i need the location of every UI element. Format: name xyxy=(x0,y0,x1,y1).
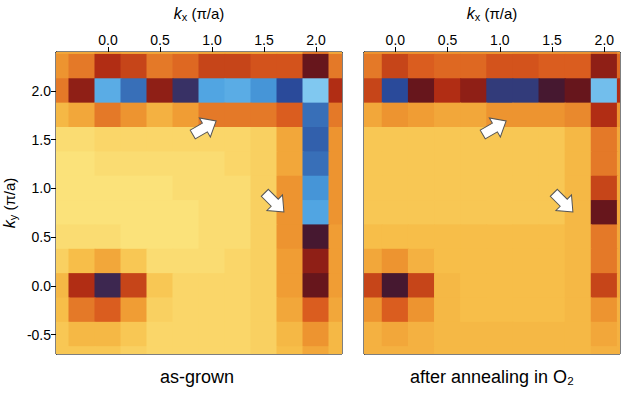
svg-text:1.0: 1.0 xyxy=(32,180,52,196)
svg-text:0.0: 0.0 xyxy=(386,32,406,48)
svg-text:2.0: 2.0 xyxy=(32,83,52,99)
svg-text:1.0: 1.0 xyxy=(202,32,222,48)
html-text:kx: kx xyxy=(466,4,481,23)
svg-text:as-grown: as-grown xyxy=(160,367,234,387)
svg-text:1.5: 1.5 xyxy=(254,32,274,48)
svg-text:k: k xyxy=(0,220,18,229)
svg-text:0.5: 0.5 xyxy=(32,229,52,245)
svg-text:(π/a): (π/a) xyxy=(187,5,224,22)
svg-text:0.5: 0.5 xyxy=(150,32,170,48)
svg-text:(π/a): (π/a) xyxy=(1,178,18,215)
svg-text:2.0: 2.0 xyxy=(595,32,615,48)
svg-text:0.5: 0.5 xyxy=(438,32,458,48)
svg-text:after annealing in O₂: after annealing in O₂ xyxy=(410,367,574,387)
svg-text:2.0: 2.0 xyxy=(306,32,326,48)
svg-text:-0.5: -0.5 xyxy=(27,327,51,343)
svg-text:0.0: 0.0 xyxy=(32,278,52,294)
svg-text:1.5: 1.5 xyxy=(32,132,52,148)
svg-text:1.5: 1.5 xyxy=(542,32,562,48)
svg-text:0.0: 0.0 xyxy=(98,32,118,48)
html-text:kx: kx xyxy=(173,4,188,23)
svg-text:(π/a): (π/a) xyxy=(480,5,517,22)
svg-text:y: y xyxy=(6,214,19,221)
svg-text:1.0: 1.0 xyxy=(490,32,510,48)
